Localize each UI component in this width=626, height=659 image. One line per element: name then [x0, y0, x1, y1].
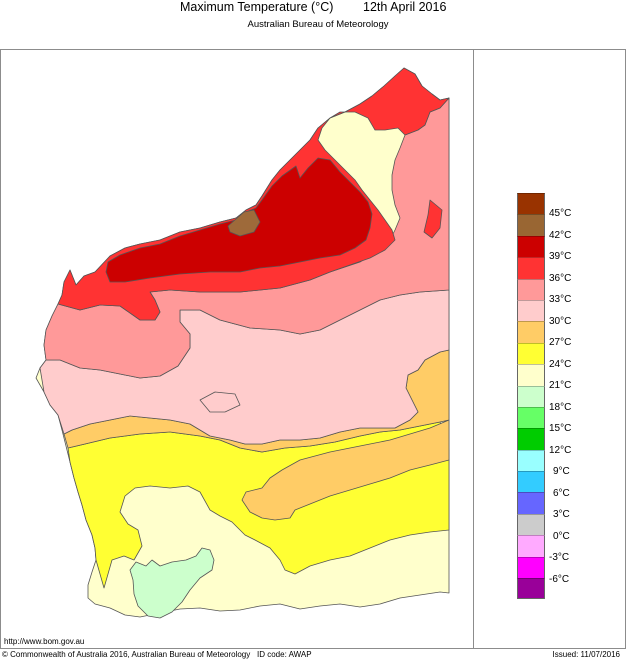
legend-cell: [517, 193, 545, 215]
legend-cell: [517, 535, 545, 557]
legend-label: 21°C: [549, 380, 572, 391]
chart-title: Maximum Temperature (°C) 12th April 2016: [0, 0, 626, 16]
legend-cell: [517, 385, 545, 407]
legend-cell: [517, 299, 545, 322]
legend-label: 12°C: [549, 444, 572, 456]
legend-cell: [517, 513, 545, 536]
legend-cell: [517, 257, 545, 279]
band-18-21: [129, 547, 215, 619]
legend-cell: [517, 214, 545, 236]
id-code: ID code: AWAP: [257, 650, 312, 659]
legend-cell: [517, 364, 545, 386]
legend-cell: [517, 342, 545, 365]
legend-label: 24°C: [549, 358, 572, 370]
legend-label: 36°C: [549, 272, 572, 284]
copyright-text: © Commonwealth of Australia 2016, Austra…: [2, 650, 251, 659]
legend-label: 42°C: [549, 229, 572, 241]
legend-label: 18°C: [549, 401, 572, 413]
source-url[interactable]: http://www.bom.gov.au: [4, 637, 85, 646]
legend-cell: [517, 556, 545, 579]
legend-cell: [517, 578, 545, 600]
legend-cell: [517, 492, 545, 514]
legend-label: 30°C: [549, 315, 572, 327]
legend-cell: [517, 278, 545, 300]
temperature-map: [35, 67, 450, 619]
band-30-33: [39, 289, 450, 445]
color-legend: [517, 193, 545, 600]
legend-label: -3°C: [549, 552, 570, 563]
legend-label: 0°C: [553, 530, 570, 542]
legend-label: 45°C: [549, 208, 572, 219]
legend-cell: [517, 321, 545, 343]
title-date: 12th April 2016: [363, 0, 447, 14]
legend-label: 15°C: [549, 423, 572, 434]
legend-label: 3°C: [553, 509, 570, 520]
legend-label: -6°C: [549, 573, 570, 585]
legend-cell: [517, 235, 545, 258]
panel-divider: [473, 49, 474, 648]
issued-date: Issued: 11/07/2016: [552, 650, 620, 659]
legend-label: 6°C: [553, 487, 570, 499]
legend-label: 27°C: [549, 337, 572, 348]
legend-cell: [517, 428, 545, 450]
legend-cell: [517, 449, 545, 472]
legend-label: 9°C: [553, 466, 570, 477]
legend-cell: [517, 471, 545, 493]
legend-label: 39°C: [549, 251, 572, 262]
legend-cell: [517, 406, 545, 429]
subtitle: Australian Bureau of Meteorology: [247, 19, 389, 30]
band-42-45: [227, 209, 261, 237]
legend-label: 33°C: [549, 294, 572, 305]
title-text: Maximum Temperature (°C): [180, 0, 334, 14]
